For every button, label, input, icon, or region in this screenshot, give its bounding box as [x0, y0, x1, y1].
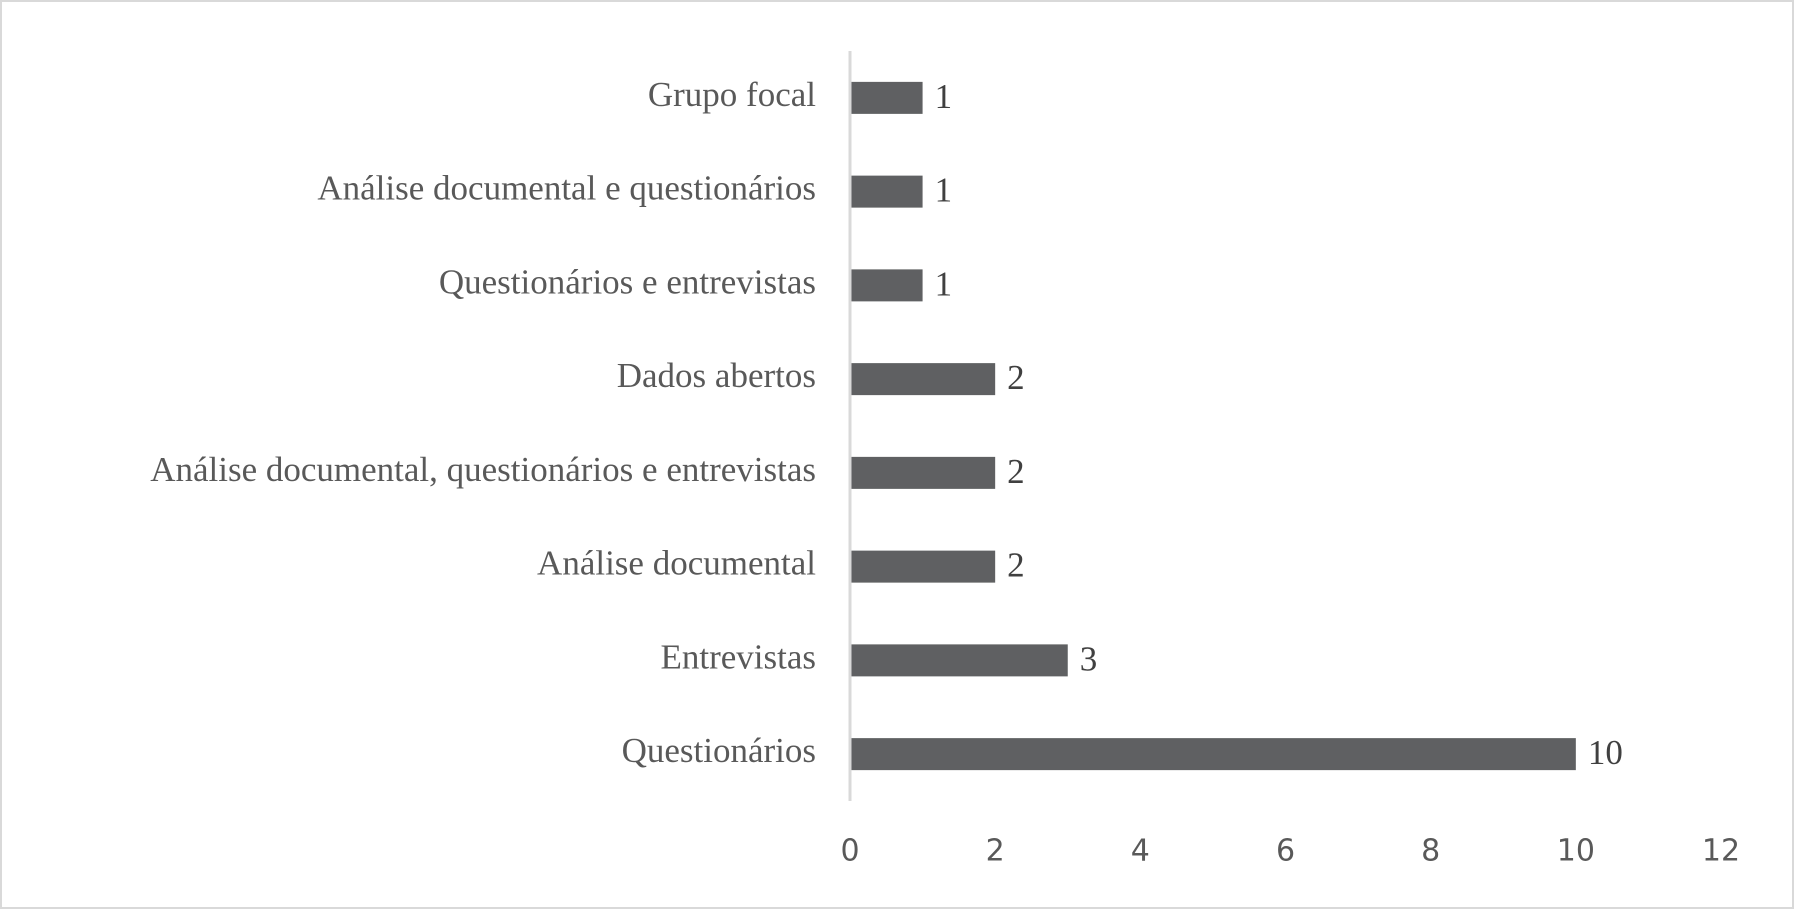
data-label: 2	[1007, 358, 1025, 397]
bar	[850, 175, 923, 208]
bar	[850, 269, 923, 302]
x-tick-label: 10	[1557, 834, 1595, 869]
x-tick-label: 2	[986, 834, 1005, 869]
y-tick-label: Análise documental, questionários e entr…	[150, 450, 816, 489]
data-label: 2	[1007, 452, 1025, 491]
y-tick-label: Grupo focal	[648, 75, 816, 114]
x-tick-label: 0	[840, 834, 859, 869]
data-label: 3	[1080, 639, 1098, 678]
x-tick-label: 12	[1702, 834, 1740, 869]
data-label: 1	[935, 77, 953, 116]
y-tick-label: Dados abertos	[617, 356, 816, 395]
y-tick-label: Análise documental	[537, 544, 816, 583]
bar	[850, 738, 1576, 771]
x-tick-label: 4	[1131, 834, 1150, 869]
x-tick-label: 8	[1421, 834, 1440, 869]
bar	[850, 363, 996, 396]
data-label: 10	[1588, 733, 1623, 772]
bar	[850, 81, 923, 114]
data-label: 2	[1007, 546, 1025, 585]
data-label: 1	[935, 264, 953, 303]
y-tick-label: Análise documental e questionários	[317, 169, 816, 208]
bar	[850, 456, 996, 489]
y-tick-label: Questionários e entrevistas	[439, 262, 816, 301]
bar	[850, 550, 996, 583]
y-tick-label: Entrevistas	[660, 637, 816, 676]
y-tick-label: Questionários	[622, 731, 816, 770]
bar	[850, 644, 1068, 677]
x-tick-label: 6	[1276, 834, 1295, 869]
data-label: 1	[935, 171, 953, 210]
